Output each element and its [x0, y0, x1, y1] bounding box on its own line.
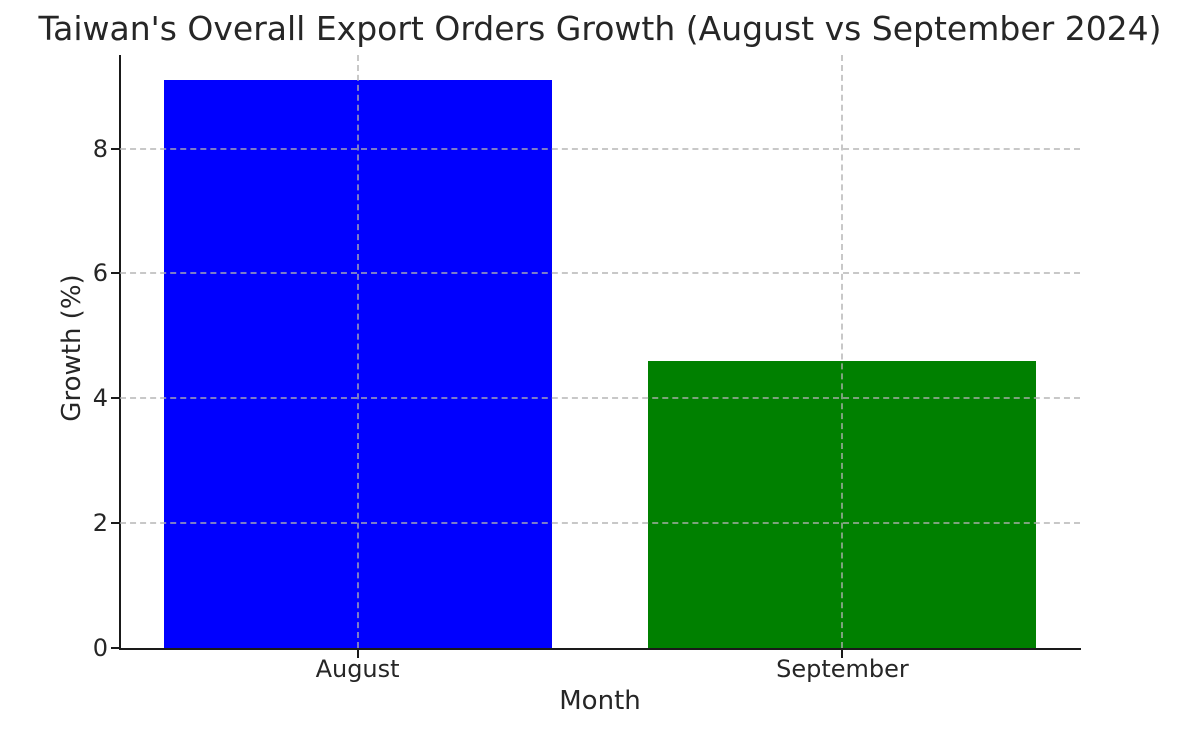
- y-tick-2: [111, 522, 119, 525]
- y-tick-label-8: 8: [92, 134, 108, 163]
- x-tick-august: [356, 650, 359, 658]
- bar-august: [163, 79, 552, 648]
- y-tick-label-6: 6: [92, 259, 108, 288]
- bar-september: [648, 360, 1037, 648]
- x-axis-spine: [119, 648, 1081, 650]
- y-tick-label-4: 4: [92, 384, 108, 413]
- y-tick-8: [111, 147, 119, 150]
- y-axis-spine: [119, 55, 121, 650]
- x-tick-label-september: September: [776, 655, 909, 683]
- x-tick-september: [841, 650, 844, 658]
- y-tick-label-0: 0: [92, 634, 108, 662]
- y-tick-0: [111, 647, 119, 649]
- x-tick-label-august: August: [315, 655, 400, 683]
- y-tick-4: [111, 397, 119, 400]
- y-tick-6: [111, 272, 119, 275]
- chart-title: Taiwan's Overall Export Orders Growth (A…: [38, 9, 1162, 48]
- bars-layer: [120, 55, 1080, 648]
- y-tick-label-2: 2: [92, 509, 108, 538]
- x-axis-label: Month: [559, 686, 641, 716]
- plot-area: [120, 55, 1080, 648]
